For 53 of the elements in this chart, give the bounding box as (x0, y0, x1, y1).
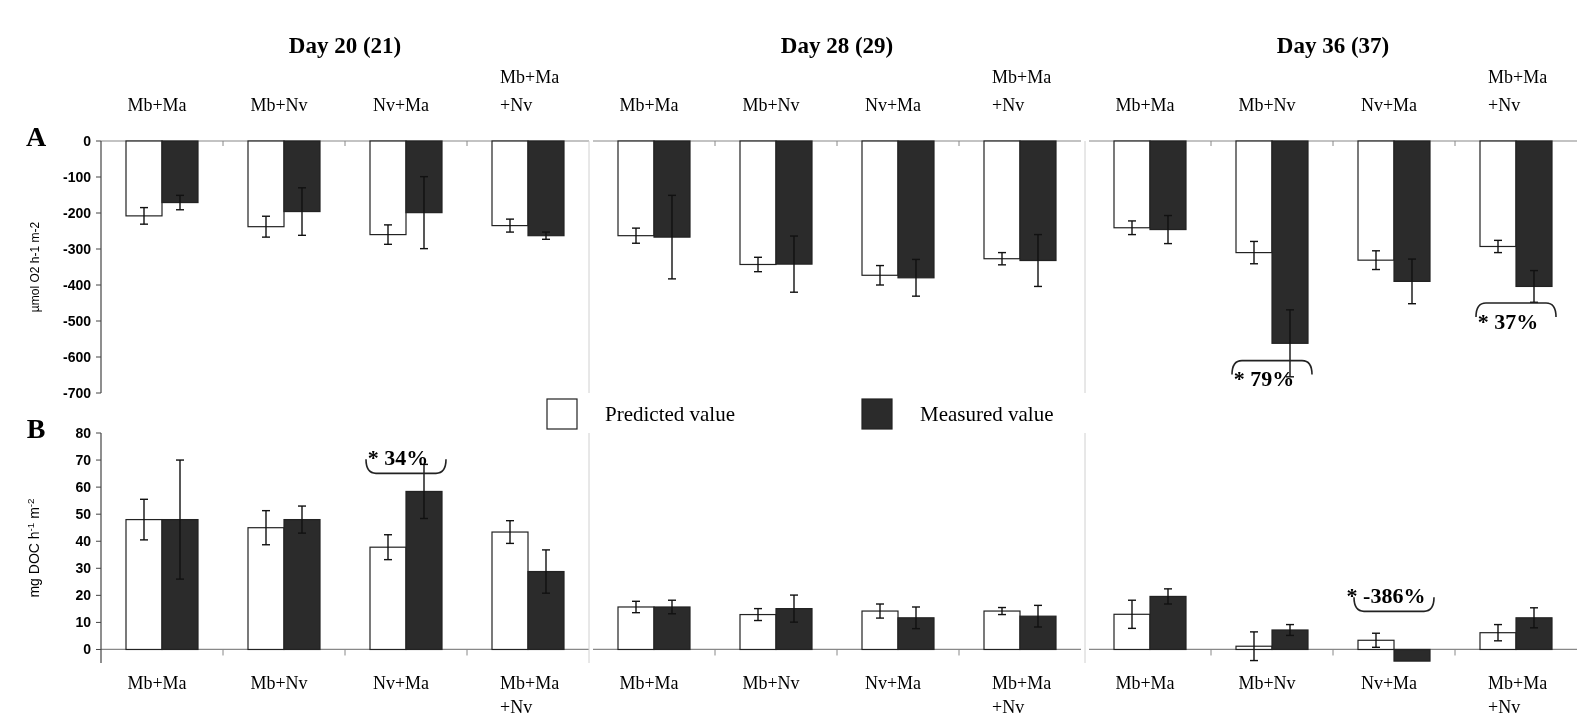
x-tick-label: Mb+Ma +Nv (992, 673, 1052, 718)
x-tick-label: Mb+Ma (127, 673, 187, 694)
annotation: * 34% (367, 445, 429, 471)
text: A (25, 121, 47, 152)
y-tick-label: -300 (62, 240, 92, 257)
x-tick-label: Mb+Ma +Nv (1488, 67, 1548, 115)
x-tick-label: Mb+Ma +Nv (500, 67, 560, 115)
y-tick-label: 30 (75, 560, 92, 577)
annotation: * -386% (1346, 583, 1426, 609)
x-tick-label: Mb+Ma (619, 673, 679, 694)
y-tick-label: 0 (83, 641, 92, 658)
x-tick-label: Nv+Ma (372, 673, 430, 694)
x-tick-label: Mb+Ma (1115, 673, 1175, 694)
y-tick-label: 10 (75, 614, 92, 631)
x-tick-label: Mb+Nv (250, 673, 308, 694)
y-tick-label: 40 (75, 533, 92, 550)
y-tick-label: -400 (62, 276, 92, 293)
y-tick-label: 20 (75, 587, 92, 604)
x-tick-label: Nv+Ma (864, 95, 922, 115)
y-tick-label: -500 (62, 312, 92, 329)
x-tick-label: Mb+Ma +Nv (500, 673, 560, 718)
x-tick-label: Nv+Ma (1360, 95, 1418, 115)
x-tick-label: Mb+Nv (1238, 95, 1296, 115)
chart-title: Day 36 (37) (1276, 33, 1390, 58)
y-tick-label: -200 (62, 204, 92, 221)
x-tick-label: Nv+Ma (1360, 673, 1418, 694)
chart-title: Day 20 (21) (288, 33, 402, 58)
x-tick-label: Mb+Nv (1238, 673, 1296, 694)
y-tick-label: 70 (75, 451, 92, 468)
y-tick-label: 50 (75, 506, 92, 523)
text: B (26, 413, 46, 444)
x-tick-label: Mb+Ma (1115, 95, 1175, 115)
legend-label: Measured value (920, 402, 1054, 427)
x-tick-label: Mb+Ma +Nv (992, 67, 1052, 115)
y-tick-label: 60 (75, 479, 92, 496)
y-tick-label: -700 (62, 384, 92, 401)
x-tick-label: Mb+Nv (742, 673, 800, 694)
x-tick-label: Nv+Ma (864, 673, 922, 694)
y-tick-label: 0 (83, 132, 92, 149)
x-tick-label: Nv+Ma (372, 95, 430, 115)
annotation: * 37% (1477, 308, 1539, 334)
x-tick-label: Mb+Ma (619, 95, 679, 115)
annotation: * 79% (1233, 366, 1295, 392)
y-axis-title: µmol O2 h-1 m-2 (28, 221, 42, 313)
y-tick-label: 80 (75, 424, 92, 441)
x-tick-label: Mb+Ma (127, 95, 187, 115)
y-tick-label: -100 (62, 168, 92, 185)
x-tick-label: Mb+Ma +Nv (1488, 673, 1548, 718)
x-tick-label: Mb+Nv (742, 95, 800, 115)
y-tick-label: -600 (62, 348, 92, 365)
legend-label: Predicted value (605, 402, 736, 427)
x-tick-label: Mb+Nv (250, 95, 308, 115)
chart-title: Day 28 (29) (780, 33, 894, 58)
